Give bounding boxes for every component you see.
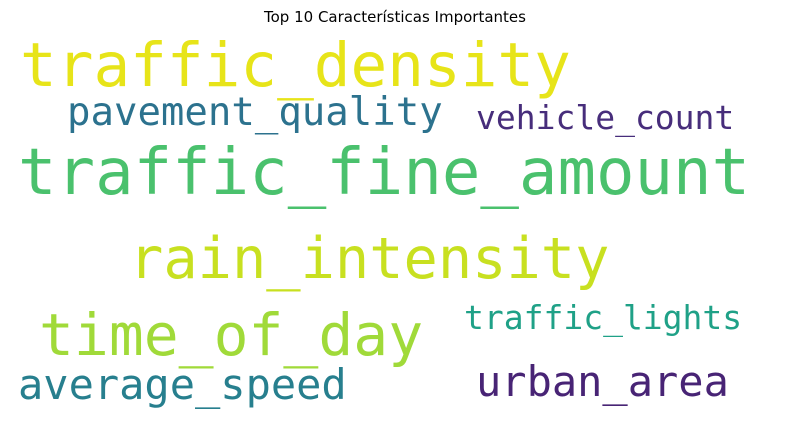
word-pavement-quality: pavement_quality xyxy=(67,90,443,135)
word-average-speed: average_speed xyxy=(18,360,347,409)
word-traffic-lights: traffic_lights xyxy=(464,298,743,337)
word-urban-area: urban_area xyxy=(476,357,729,406)
word-cloud: traffic_density pavement_quality vehicle… xyxy=(18,30,772,417)
word-rain-intensity: rain_intensity xyxy=(129,226,610,292)
word-time-of-day: time_of_day xyxy=(39,301,424,369)
word-traffic-fine-amount: traffic_fine_amount xyxy=(18,136,751,210)
word-traffic-density: traffic_density xyxy=(20,30,571,101)
word-vehicle-count: vehicle_count xyxy=(476,98,735,137)
figure-title: Top 10 Características Importantes xyxy=(264,8,526,26)
